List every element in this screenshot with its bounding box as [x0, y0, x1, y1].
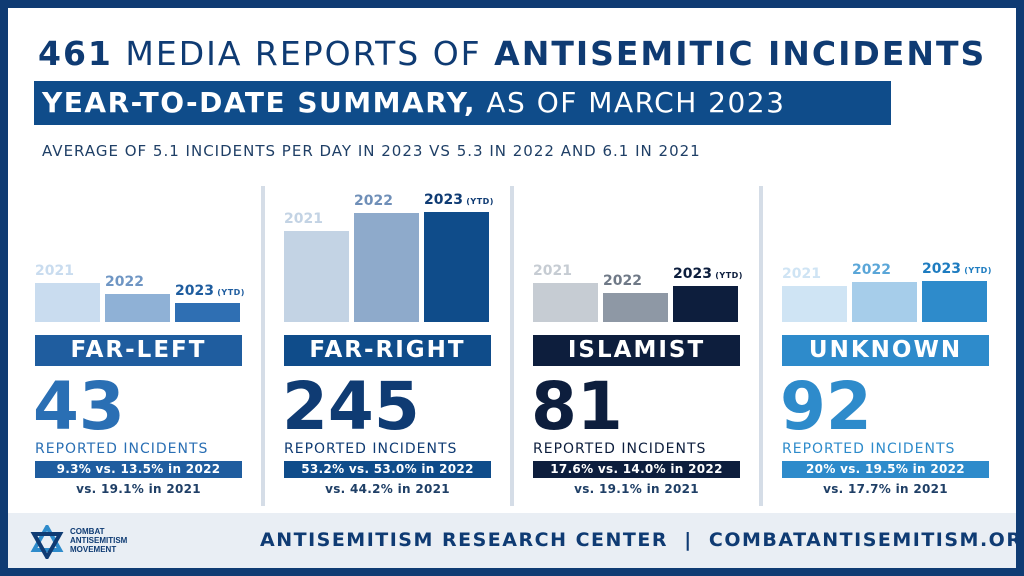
comparison-2022: 9.3% vs. 13.5% in 2022 [35, 461, 242, 478]
year-text: 2021 [533, 262, 572, 279]
bar-2023 [922, 280, 987, 322]
average-line: AVERAGE OF 5.1 INCIDENTS PER DAY IN 2023… [42, 142, 701, 160]
year-text: 2023 [424, 192, 463, 209]
footer: COMBAT ANTISEMITISM MOVEMENT ANTISEMITIS… [8, 513, 1024, 568]
bar-year-label: 2023 (YTD) [673, 266, 743, 282]
ytd-tag: (YTD) [213, 287, 245, 297]
year-text: 2021 [35, 262, 74, 279]
bar-2022 [603, 293, 668, 322]
title-middle: MEDIA REPORTS OF [125, 34, 482, 73]
year-text: 2021 [782, 265, 821, 282]
subtitle-strong: YEAR-TO-DATE SUMMARY, [42, 86, 476, 119]
comparison-2021: vs. 19.1% in 2021 [574, 482, 699, 496]
star-of-david-icon [30, 525, 64, 559]
group-far-right: 2021 2022 2023 (YTD) FAR-RIGHT 245 REPORTED I… [282, 186, 494, 506]
bar-year-label: 2022 [603, 273, 642, 289]
comparison-2022: 20% vs. 19.5% in 2022 [782, 461, 989, 478]
subtitle-rest: AS OF MARCH 2023 [486, 86, 786, 119]
bar-2022 [852, 281, 917, 322]
reported-incidents-label: REPORTED INCIDENTS [782, 441, 956, 457]
year-text: 2023 [673, 265, 712, 282]
bar-year-label: 2023 (YTD) [424, 192, 494, 208]
divider [759, 186, 763, 506]
ytd-tag: (YTD) [960, 265, 992, 275]
bar-year-label: 2022 [852, 262, 891, 278]
category-label: UNKNOWN [782, 335, 989, 366]
title-number: 461 [38, 34, 113, 73]
bar-2023 [424, 212, 489, 322]
year-text: 2022 [603, 273, 642, 290]
year-text: 2023 [922, 260, 961, 277]
incident-count: 92 [780, 368, 872, 445]
bar-year-label: 2021 [533, 263, 572, 279]
comparison-2021: vs. 44.2% in 2021 [325, 482, 450, 496]
bar-year-label: 2022 [105, 274, 144, 290]
bar-year-label: 2023 (YTD) [922, 261, 992, 277]
subtitle-banner: YEAR-TO-DATE SUMMARY, AS OF MARCH 2023 [34, 81, 891, 125]
category-label: FAR-RIGHT [284, 335, 491, 366]
year-text: 2022 [852, 261, 891, 278]
footer-text: ANTISEMITISM RESEARCH CENTER | COMBATANT… [260, 529, 1024, 551]
comparison-2022: 53.2% vs. 53.0% in 2022 [284, 461, 491, 478]
bar-2023 [673, 285, 738, 322]
bar-2021 [782, 285, 847, 322]
category-label: ISLAMIST [533, 335, 740, 366]
bar-2022 [354, 212, 419, 322]
reported-incidents-label: REPORTED INCIDENTS [533, 441, 707, 457]
comparison-2021: vs. 19.1% in 2021 [76, 482, 201, 496]
divider [510, 186, 514, 506]
logo-line: MOVEMENT [70, 545, 117, 554]
year-text: 2021 [284, 210, 323, 227]
bar-year-label: 2021 [284, 211, 323, 227]
group-unknown: 2021 2022 2023 (YTD) UNKNOWN 92 REPORTED INCI… [780, 186, 992, 506]
bar-2021 [533, 282, 598, 322]
logo-line: COMBAT [70, 527, 105, 536]
divider [261, 186, 265, 506]
comparison-2022: 17.6% vs. 14.0% in 2022 [533, 461, 740, 478]
bar-year-label: 2021 [35, 263, 74, 279]
year-text: 2022 [105, 274, 144, 291]
incident-count: 81 [531, 368, 623, 445]
ytd-tag: (YTD) [462, 197, 494, 207]
group-far-left: 2021 2022 2023 (YTD) FAR-LEFT 43 REPORTED INC… [33, 186, 245, 506]
year-text: 2022 [354, 192, 393, 209]
logo-line: ANTISEMITISM [70, 536, 128, 545]
group-islamist: 2021 2022 2023 (YTD) ISLAMIST 81 REPORTED INC… [531, 186, 743, 506]
bar-year-label: 2023 (YTD) [175, 283, 245, 299]
logo-text: COMBAT ANTISEMITISM MOVEMENT [70, 527, 150, 554]
incident-count: 245 [282, 368, 420, 445]
bar-2021 [284, 230, 349, 322]
infographic-card: 461 MEDIA REPORTS OF ANTISEMITIC INCIDEN… [8, 8, 1024, 568]
category-label: FAR-LEFT [35, 335, 242, 366]
reported-incidents-label: REPORTED INCIDENTS [284, 441, 458, 457]
title-strong: ANTISEMITIC INCIDENTS [494, 34, 987, 73]
bar-2023 [175, 302, 240, 322]
main-title: 461 MEDIA REPORTS OF ANTISEMITIC INCIDEN… [38, 34, 986, 73]
bar-2022 [105, 294, 170, 322]
comparison-2021: vs. 17.7% in 2021 [823, 482, 948, 496]
bar-2021 [35, 282, 100, 322]
incident-count: 43 [33, 368, 125, 445]
reported-incidents-label: REPORTED INCIDENTS [35, 441, 209, 457]
year-text: 2023 [175, 282, 214, 299]
bar-year-label: 2021 [782, 266, 821, 282]
ytd-tag: (YTD) [711, 270, 743, 280]
bar-year-label: 2022 [354, 193, 393, 209]
